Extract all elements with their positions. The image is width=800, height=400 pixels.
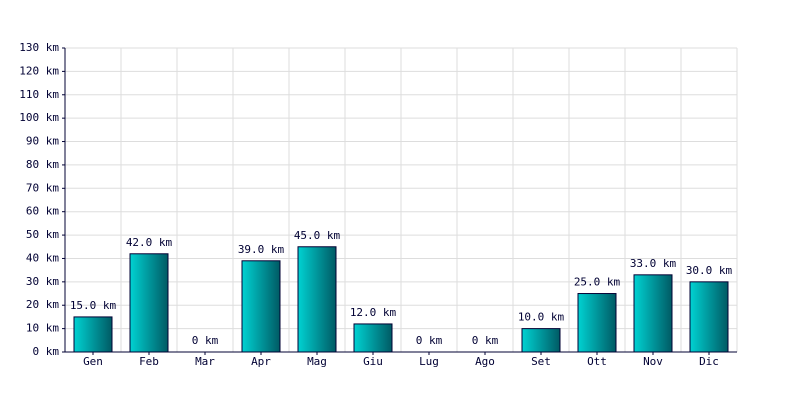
y-tick-label: 60 km (26, 205, 59, 218)
y-tick-label: 100 km (19, 111, 59, 124)
y-tick-label: 30 km (26, 275, 59, 288)
bar (73, 316, 113, 353)
value-label: 0 km (472, 334, 499, 347)
bar (577, 293, 617, 353)
x-tick-label: Ago (475, 355, 495, 368)
x-tick-label: Mag (307, 355, 327, 368)
y-tick-label: 70 km (26, 181, 59, 194)
y-tick-label: 0 km (33, 345, 60, 358)
y-tick-label: 80 km (26, 158, 59, 171)
y-tick-label: 110 km (19, 88, 59, 101)
bar (633, 274, 673, 353)
value-label: 12.0 km (350, 306, 397, 319)
y-tick-label: 120 km (19, 64, 59, 77)
value-label: 39.0 km (238, 243, 285, 256)
y-tick-label: 40 km (26, 251, 59, 264)
x-tick-label: Ott (587, 355, 607, 368)
x-tick-label: Gen (83, 355, 103, 368)
x-tick-label: Set (531, 355, 551, 368)
bar (241, 260, 281, 353)
value-label: 42.0 km (126, 236, 173, 249)
x-tick-label: Dic (699, 355, 719, 368)
value-label: 33.0 km (630, 257, 677, 270)
y-tick-label: 50 km (26, 228, 59, 241)
value-label: 0 km (416, 334, 443, 347)
y-tick-label: 20 km (26, 298, 59, 311)
value-label: 45.0 km (294, 229, 341, 242)
bar (129, 253, 169, 353)
bar (689, 281, 729, 353)
x-tick-label: Feb (139, 355, 159, 368)
value-label: 10.0 km (518, 311, 565, 324)
x-tick-label: Lug (419, 355, 439, 368)
x-tick-label: Nov (643, 355, 663, 368)
bar (353, 323, 393, 353)
y-tick-label: 90 km (26, 135, 59, 148)
y-tick-label: 10 km (26, 322, 59, 335)
value-label: 15.0 km (70, 299, 117, 312)
y-tick-label: 130 km (19, 41, 59, 54)
bar (297, 246, 337, 353)
x-tick-label: Mar (195, 355, 215, 368)
value-label: 30.0 km (686, 264, 733, 277)
value-label: 25.0 km (574, 276, 621, 289)
value-label: 0 km (192, 334, 219, 347)
x-tick-label: Giu (363, 355, 383, 368)
x-tick-label: Apr (251, 355, 271, 368)
bar (521, 328, 561, 353)
